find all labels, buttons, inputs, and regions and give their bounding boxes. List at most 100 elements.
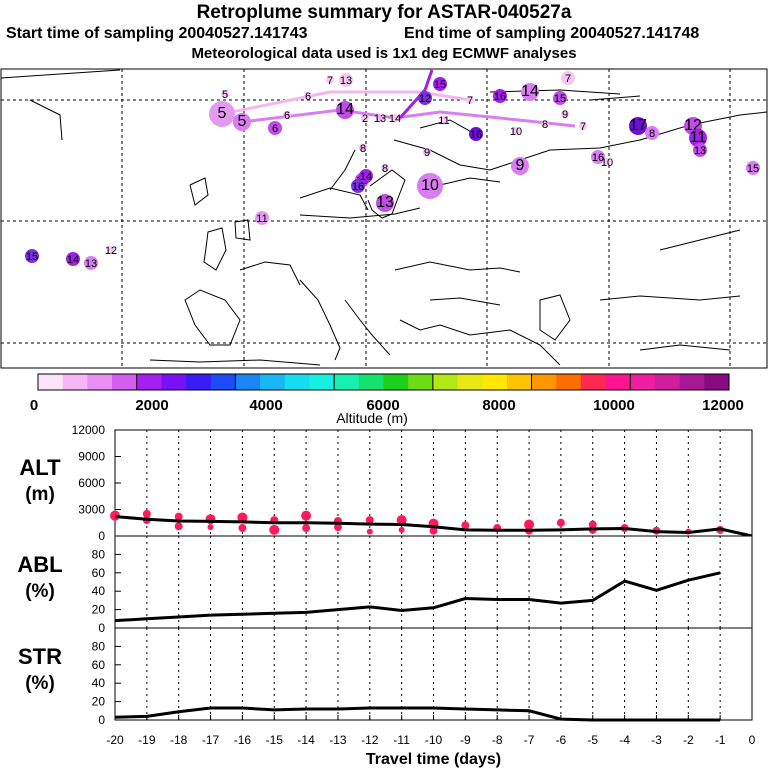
x-tick-label: -15 [266,733,284,747]
map-marker-label: 9 [562,109,568,121]
scatter-point [365,516,374,525]
x-tick-label: -3 [651,733,662,747]
altitude-colorbar: 0 2000 4000 6000 8000 10000 12000 Altitude (m) [30,373,744,426]
y-tick-label: 80 [92,547,106,561]
map-marker [603,158,611,166]
map-marker [469,127,483,141]
map-marker-label: 13 [694,145,706,157]
colorbar-swatch [679,374,705,390]
map-marker-label: 10 [510,126,522,138]
colorbar-tick: 10000 [593,397,635,414]
panel-unit: (%) [25,581,55,602]
y-tick-label: 9000 [78,450,105,464]
map-marker-label: 15 [747,163,759,175]
colorbar-label: Altitude (m) [336,410,408,426]
map-marker [107,246,115,254]
map-marker [84,256,98,270]
x-tick-label: -14 [297,733,315,747]
map-marker-label: 8 [542,119,548,131]
colorbar-tick: 4000 [249,397,282,414]
colorbar-swatch [87,374,113,390]
map-marker-label: 13 [374,113,386,125]
panel-unit: (%) [25,673,55,694]
map-marker [561,110,569,118]
map-marker-label: 5 [238,113,247,130]
y-tick-label: 6000 [78,476,105,490]
map-marker [561,71,575,85]
colorbar-swatch [260,374,286,390]
map-marker [336,101,354,119]
map-marker-label: 11 [256,213,267,225]
time-series-panels: 120009000600030000ALT(m)806040200ABL(%)8… [17,423,755,768]
map-marker-label: 13 [85,258,97,270]
scatter-point [302,524,311,533]
x-axis-label: Travel time (days) [366,751,501,768]
map-marker-label: 2 [362,113,368,125]
x-tick-label: -8 [492,733,503,747]
colorbar-swatch [630,374,656,390]
colorbar-swatch [235,374,261,390]
map-marker-label: 14 [67,254,79,266]
colorbar-swatch [38,374,64,390]
colorbar-tick: 2000 [135,397,168,414]
series-line [114,515,753,538]
map-marker [361,114,369,122]
map-marker-label: 9 [424,147,430,159]
map-marker-label: 9 [516,157,525,174]
panel-frame [114,535,753,629]
meteo-note: Meteorological data used is 1x1 deg ECMW… [191,45,577,62]
colorbar-swatch [556,374,582,390]
scatter-point [429,526,438,535]
colorbar-swatch [580,374,607,390]
map-marker [423,148,431,156]
map-marker-label: 16 [470,129,482,141]
scatter-point [238,524,247,533]
colorbar-swatch [358,374,384,390]
colorbar-swatch [654,374,681,390]
colorbar-swatch [112,374,138,390]
y-tick-label: 0 [98,529,105,543]
x-tick-label: -19 [138,733,156,747]
map-marker [553,91,567,105]
map-marker [746,161,760,175]
map-marker-label: 16 [494,91,506,103]
x-tick-label: -4 [619,733,630,747]
y-tick-label: 3000 [78,503,105,517]
colorbar-swatch [62,374,88,390]
colorbar-swatch [136,374,162,390]
map-marker-label: 16 [592,152,604,164]
map-marker-label: 15 [554,93,566,105]
colorbar-swatch [605,374,631,390]
map-marker [359,169,373,183]
map-marker-label: 12 [105,245,117,257]
map-marker [579,122,587,130]
colorbar-swatch [210,374,236,390]
end-time-label: End time of sampling 20040527.141748 [404,25,700,42]
panel-unit: (m) [25,484,55,505]
x-tick-label: -20 [106,733,124,747]
x-tick-label: -1 [715,733,726,747]
scatter-point [524,519,535,530]
colorbar-swatch [482,374,508,390]
map-marker [381,164,389,172]
y-tick-label: 40 [92,676,106,690]
map-marker-label: 6 [272,123,278,135]
colorbar-swatch [161,374,187,390]
map-marker-label: 15 [434,79,446,91]
y-tick-label: 12000 [72,423,106,437]
map-marker [440,116,448,124]
colorbar-swatch [704,374,730,390]
map-marker-label: 5 [218,105,227,122]
map-marker [493,89,507,103]
panel-alt: 12000 9000 6000 3000 0 ALT (m) [19,423,753,543]
map-marker-label: 6 [305,91,311,103]
scatter-point [207,524,214,531]
map-marker-label: 11 [690,129,707,146]
scatter-point [366,528,373,535]
map-marker [376,194,394,212]
map-marker-label: 14 [336,101,354,118]
map-marker-label: 8 [382,163,388,175]
series-line [114,571,721,623]
